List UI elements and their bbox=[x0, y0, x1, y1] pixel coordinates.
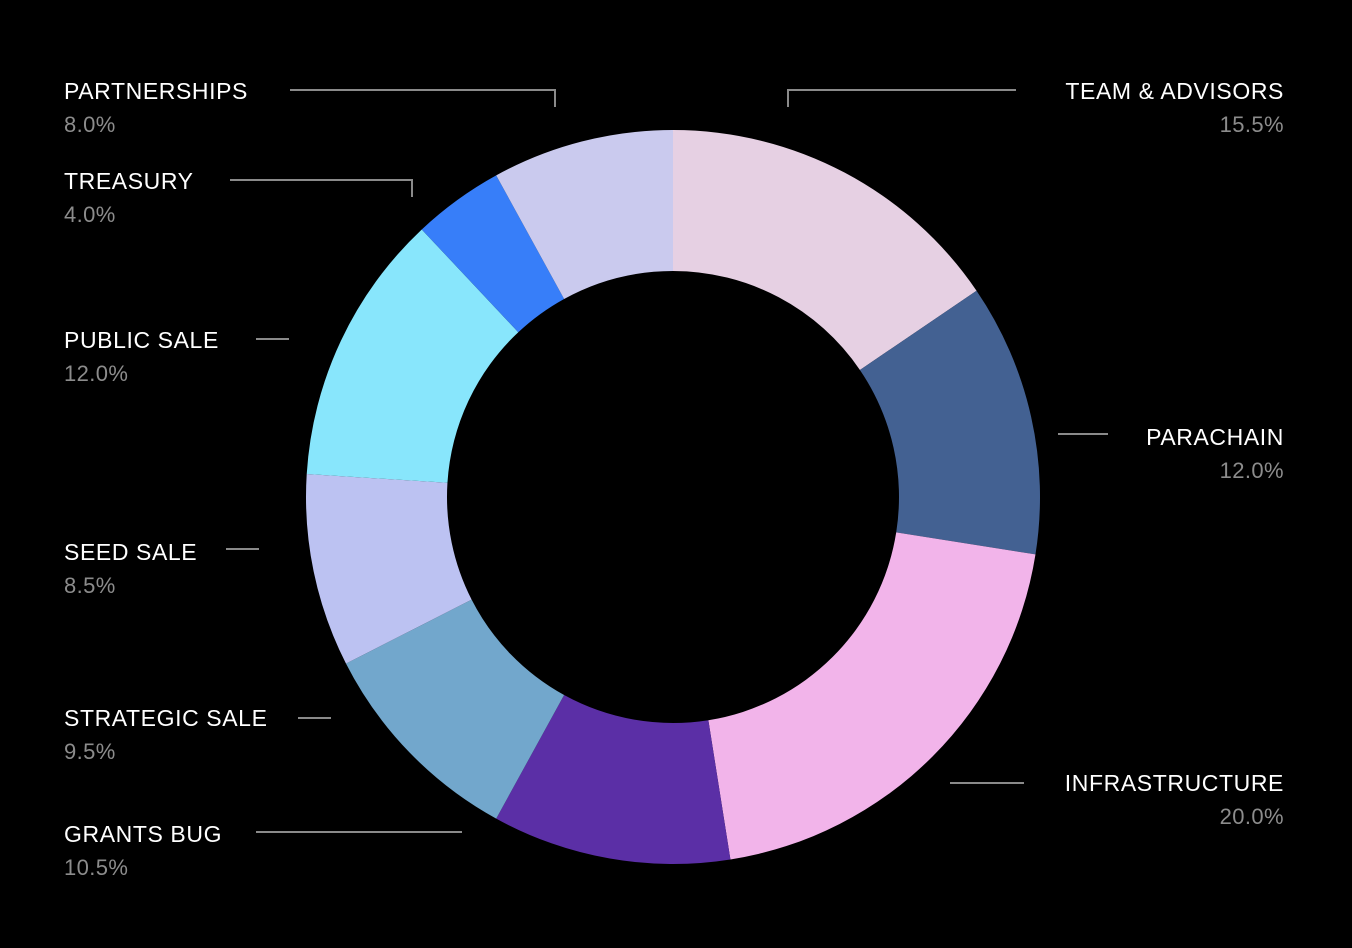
slice-value-grants-bug: 10.5% bbox=[64, 855, 128, 880]
slice-label-parachain: PARACHAIN bbox=[1146, 424, 1284, 450]
slice-partnerships bbox=[496, 130, 673, 299]
slice-value-treasury: 4.0% bbox=[64, 202, 116, 227]
slice-value-strategic-sale: 9.5% bbox=[64, 739, 116, 764]
slice-seed-sale bbox=[306, 473, 472, 664]
slice-value-team-and-advisors: 15.5% bbox=[1220, 112, 1284, 137]
slice-label-partnerships: PARTNERSHIPS bbox=[64, 78, 248, 104]
slice-labels: TEAM & ADVISORS 15.5% PARACHAIN 12.0% INFRAS… bbox=[64, 78, 1284, 880]
slice-value-infrastructure: 20.0% bbox=[1220, 804, 1284, 829]
slice-value-seed-sale: 8.5% bbox=[64, 573, 116, 598]
slice-label-team-and-advisors: TEAM & ADVISORS bbox=[1065, 78, 1284, 104]
slice-value-partnerships: 8.0% bbox=[64, 112, 116, 137]
slice-value-public-sale: 12.0% bbox=[64, 361, 128, 386]
slice-label-strategic-sale: STRATEGIC SALE bbox=[64, 705, 268, 731]
slice-infrastructure bbox=[708, 532, 1036, 860]
slice-label-treasury: TREASURY bbox=[64, 168, 194, 194]
slice-label-infrastructure: INFRASTRUCTURE bbox=[1065, 770, 1284, 796]
slice-public-sale bbox=[306, 229, 519, 483]
leader-line-team-and-advisors bbox=[787, 89, 1016, 107]
slice-team-and-advisors bbox=[673, 130, 977, 370]
slice-label-public-sale: PUBLIC SALE bbox=[64, 327, 219, 353]
slice-value-parachain: 12.0% bbox=[1220, 458, 1284, 483]
slice-parachain bbox=[859, 290, 1040, 555]
leader-line-treasury bbox=[230, 179, 413, 197]
slice-treasury bbox=[421, 175, 565, 333]
donut-slices bbox=[306, 130, 1040, 864]
leader-lines bbox=[226, 89, 1108, 833]
slice-label-seed-sale: SEED SALE bbox=[64, 539, 197, 565]
slice-label-grants-bug: GRANTS BUG bbox=[64, 821, 222, 847]
slice-grants-bug bbox=[496, 695, 731, 864]
slice-strategic-sale bbox=[346, 599, 565, 819]
leader-line-partnerships bbox=[290, 89, 556, 107]
